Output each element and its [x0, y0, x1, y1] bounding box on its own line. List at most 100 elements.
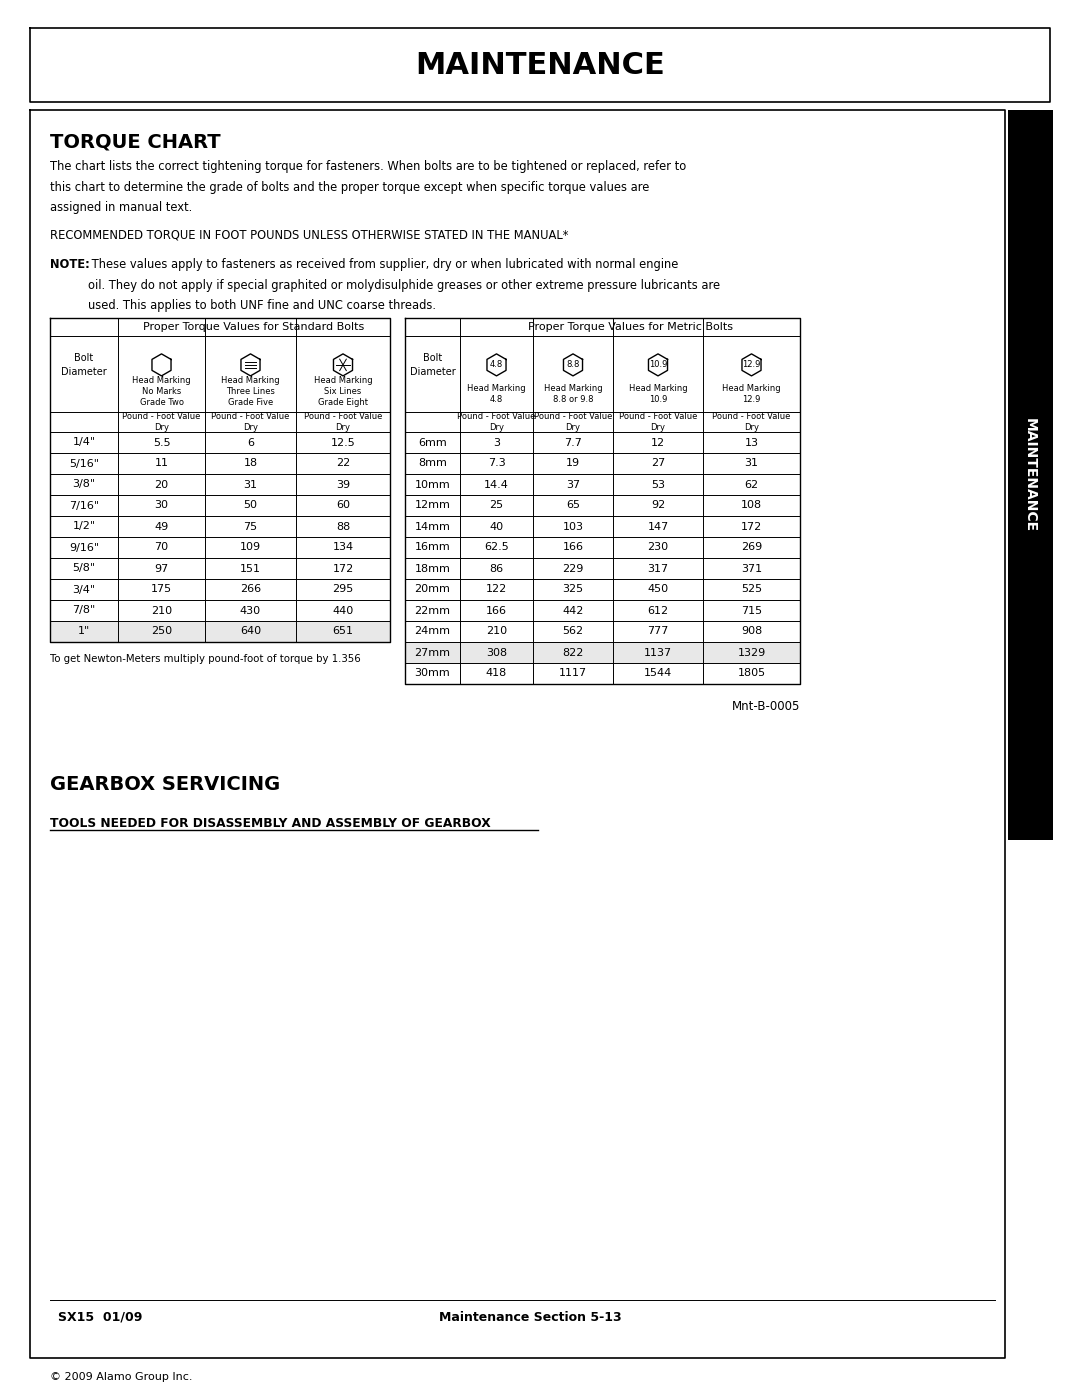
Text: 109: 109 [240, 542, 261, 552]
Text: Pound - Foot Value
Dry: Pound - Foot Value Dry [713, 412, 791, 432]
Text: 651: 651 [333, 626, 353, 637]
Text: 418: 418 [486, 669, 508, 679]
Text: 25: 25 [489, 500, 503, 510]
Text: 7/16": 7/16" [69, 500, 99, 510]
Text: 1/4": 1/4" [72, 437, 95, 447]
Text: 75: 75 [243, 521, 257, 531]
Bar [51, 622, 390, 641]
Text: 19: 19 [566, 458, 580, 468]
Text: 18: 18 [243, 458, 257, 468]
Text: 92: 92 [651, 500, 665, 510]
Text: 49: 49 [154, 521, 168, 531]
Text: 640: 640 [240, 626, 261, 637]
Text: 612: 612 [647, 605, 669, 616]
Text: 151: 151 [240, 563, 261, 574]
Text: 31: 31 [744, 458, 758, 468]
Text: 525: 525 [741, 584, 762, 595]
Text: 3/4": 3/4" [72, 584, 95, 595]
Text: 86: 86 [489, 563, 503, 574]
Text: 1": 1" [78, 626, 90, 637]
Text: 24mm: 24mm [415, 626, 450, 637]
Text: Head Marking
4.8: Head Marking 4.8 [468, 384, 526, 404]
Text: 37: 37 [566, 479, 580, 489]
Text: 62: 62 [744, 479, 758, 489]
Text: Proper Torque Values for Metric Bolts: Proper Torque Values for Metric Bolts [527, 321, 732, 332]
Text: 250: 250 [151, 626, 172, 637]
Text: 325: 325 [563, 584, 583, 595]
Text: 5.5: 5.5 [152, 437, 171, 447]
Text: Proper Torque Values for Standard Bolts: Proper Torque Values for Standard Bolts [144, 321, 365, 332]
Text: 6mm: 6mm [418, 437, 447, 447]
Text: 70: 70 [154, 542, 168, 552]
Text: 108: 108 [741, 500, 762, 510]
Text: 7/8": 7/8" [72, 605, 96, 616]
Text: © 2009 Alamo Group Inc.: © 2009 Alamo Group Inc. [50, 1372, 192, 1382]
Text: MAINTENANCE: MAINTENANCE [415, 50, 665, 80]
Text: 210: 210 [151, 605, 172, 616]
Text: 4.8: 4.8 [490, 360, 503, 369]
Text: 31: 31 [243, 479, 257, 489]
Text: 39: 39 [336, 479, 350, 489]
Text: Bolt
Diameter: Bolt Diameter [62, 353, 107, 377]
Text: Mnt-B-0005: Mnt-B-0005 [731, 700, 800, 712]
Text: 6: 6 [247, 437, 254, 447]
Text: 1544: 1544 [644, 669, 672, 679]
Text: 27mm: 27mm [415, 647, 450, 658]
Text: 22mm: 22mm [415, 605, 450, 616]
Text: Head Marking
Three Lines
Grade Five: Head Marking Three Lines Grade Five [221, 376, 280, 407]
Text: 40: 40 [489, 521, 503, 531]
Text: 5/16": 5/16" [69, 458, 99, 468]
Text: 5/8": 5/8" [72, 563, 95, 574]
Text: Head Marking
12.9: Head Marking 12.9 [723, 384, 781, 404]
Text: 12: 12 [651, 437, 665, 447]
Text: 562: 562 [563, 626, 583, 637]
Text: Maintenance Section 5-13: Maintenance Section 5-13 [438, 1310, 621, 1324]
Text: Bolt
Diameter: Bolt Diameter [409, 353, 456, 377]
Text: 8.8: 8.8 [566, 360, 580, 369]
Text: MAINTENANCE: MAINTENANCE [1023, 418, 1037, 532]
Text: Pound - Foot Value
Dry: Pound - Foot Value Dry [457, 412, 536, 432]
Text: 27: 27 [651, 458, 665, 468]
Text: 30mm: 30mm [415, 669, 450, 679]
Text: 777: 777 [647, 626, 669, 637]
Text: 9/16": 9/16" [69, 542, 99, 552]
Text: 65: 65 [566, 500, 580, 510]
Text: 210: 210 [486, 626, 508, 637]
Text: 430: 430 [240, 605, 261, 616]
Text: 908: 908 [741, 626, 762, 637]
Text: 14.4: 14.4 [484, 479, 509, 489]
Text: 13: 13 [744, 437, 758, 447]
Text: 442: 442 [563, 605, 583, 616]
Text: 230: 230 [647, 542, 669, 552]
Text: To get Newton-Meters multiply pound-foot of torque by 1.356: To get Newton-Meters multiply pound-foot… [50, 654, 361, 664]
Text: 122: 122 [486, 584, 508, 595]
Text: 10mm: 10mm [415, 479, 450, 489]
Text: 266: 266 [240, 584, 261, 595]
Text: 134: 134 [333, 542, 353, 552]
Text: 175: 175 [151, 584, 172, 595]
Text: Pound - Foot Value
Dry: Pound - Foot Value Dry [619, 412, 698, 432]
Text: 12.9: 12.9 [742, 360, 760, 369]
Text: 7.7: 7.7 [564, 437, 582, 447]
Text: 1137: 1137 [644, 647, 672, 658]
Text: TOOLS NEEDED FOR DISASSEMBLY AND ASSEMBLY OF GEARBOX: TOOLS NEEDED FOR DISASSEMBLY AND ASSEMBL… [50, 817, 490, 830]
Text: 60: 60 [336, 500, 350, 510]
Text: Pound - Foot Value
Dry: Pound - Foot Value Dry [212, 412, 289, 432]
Text: 103: 103 [563, 521, 583, 531]
Text: 11: 11 [154, 458, 168, 468]
Text: 317: 317 [647, 563, 669, 574]
Bar [1008, 110, 1053, 840]
Text: 88: 88 [336, 521, 350, 531]
Text: The chart lists the correct tightening torque for fasteners. When bolts are to b: The chart lists the correct tightening t… [50, 161, 686, 214]
Text: TORQUE CHART: TORQUE CHART [50, 131, 220, 151]
Text: 715: 715 [741, 605, 762, 616]
Text: These values apply to fasteners as received from supplier, dry or when lubricate: These values apply to fasteners as recei… [87, 258, 720, 312]
Text: 1117: 1117 [559, 669, 588, 679]
Text: 12mm: 12mm [415, 500, 450, 510]
Text: 7.3: 7.3 [488, 458, 505, 468]
Text: 3/8": 3/8" [72, 479, 95, 489]
Text: 50: 50 [243, 500, 257, 510]
Text: 12.5: 12.5 [330, 437, 355, 447]
Text: 62.5: 62.5 [484, 542, 509, 552]
Text: 166: 166 [486, 605, 507, 616]
